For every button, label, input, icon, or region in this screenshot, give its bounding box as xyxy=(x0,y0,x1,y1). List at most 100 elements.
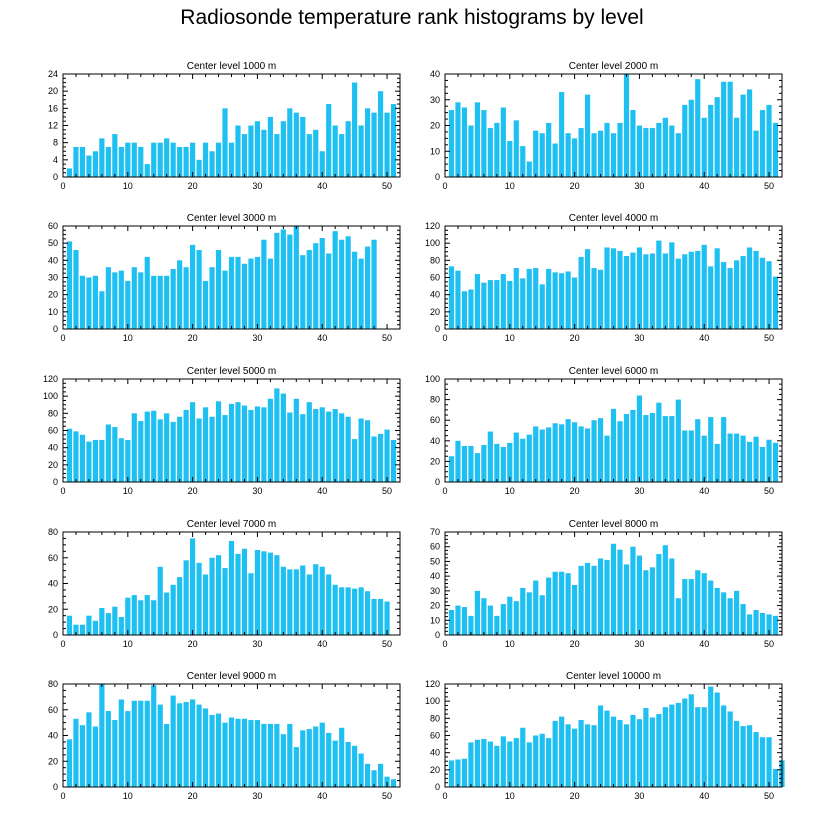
histogram-bar xyxy=(559,273,565,329)
histogram-bar xyxy=(345,416,351,482)
y-tick-label: 40 xyxy=(48,579,58,589)
histogram-bar xyxy=(390,779,397,787)
histogram-bar xyxy=(494,280,500,329)
histogram-bar xyxy=(319,407,325,482)
histogram-bar xyxy=(339,239,345,329)
histogram-bar xyxy=(79,146,86,177)
histogram-bar xyxy=(274,723,280,787)
histogram-bar xyxy=(591,133,597,177)
histogram-bar xyxy=(766,261,772,329)
histogram-bar xyxy=(513,738,519,787)
histogram-bar xyxy=(241,263,248,329)
histogram-bar xyxy=(766,737,772,787)
x-tick-label: 30 xyxy=(252,333,262,343)
histogram-bar xyxy=(267,258,273,329)
histogram-bar xyxy=(740,94,746,177)
histogram-bar xyxy=(190,244,196,329)
histogram-bar xyxy=(118,438,124,482)
x-tick-label: 40 xyxy=(699,791,709,801)
histogram-bar xyxy=(138,146,144,177)
histogram-panel: Center level 3000 m 0 10 20 30 40 50 0 10 20 30 40 5… xyxy=(48,213,401,343)
x-tick-label: 20 xyxy=(188,333,198,343)
histogram-bar xyxy=(552,720,558,787)
histogram-bar xyxy=(740,604,746,635)
histogram-bar xyxy=(118,270,124,329)
histogram-bar xyxy=(287,723,293,787)
x-tick-label: 0 xyxy=(442,333,447,343)
histogram-bar xyxy=(319,238,325,329)
x-tick-label: 40 xyxy=(699,486,709,496)
histogram-bar xyxy=(261,551,267,635)
x-tick-label: 10 xyxy=(505,333,515,343)
histogram-bar xyxy=(190,402,196,482)
histogram-bar xyxy=(73,250,79,329)
histogram-bar xyxy=(125,142,131,177)
histogram-bar xyxy=(461,107,468,177)
histogram-bar xyxy=(209,151,215,177)
histogram-bar xyxy=(92,726,98,787)
y-tick-label: 50 xyxy=(430,556,440,566)
histogram-bar xyxy=(481,738,487,787)
histogram-bar xyxy=(448,609,455,635)
histogram-bar xyxy=(675,702,681,787)
histogram-bar xyxy=(747,441,753,482)
histogram-bar xyxy=(643,415,649,482)
histogram-bar xyxy=(79,725,86,787)
y-tick-label: 60 xyxy=(430,542,440,552)
histogram-bar xyxy=(280,566,286,635)
histogram-bar xyxy=(623,724,630,787)
histogram-bar xyxy=(209,714,215,787)
panel-title: Center level 1000 m xyxy=(187,61,277,72)
histogram-bar xyxy=(623,414,630,482)
x-tick-label: 10 xyxy=(505,181,515,191)
histogram-bar xyxy=(721,592,727,635)
histogram-bar xyxy=(662,707,668,787)
y-tick-label: 0 xyxy=(435,477,440,487)
histogram-bar xyxy=(287,412,293,482)
histogram-bar xyxy=(254,121,261,177)
y-tick-label: 20 xyxy=(430,765,440,775)
histogram-bar xyxy=(79,275,86,329)
histogram-bar xyxy=(533,735,539,787)
histogram-bar xyxy=(248,258,254,329)
histogram-bar xyxy=(552,272,558,329)
histogram-bar xyxy=(300,255,306,329)
histogram-bar xyxy=(695,79,701,177)
x-tick-label: 50 xyxy=(764,639,774,649)
histogram-bar xyxy=(565,133,571,177)
histogram-bar xyxy=(584,562,591,635)
histogram-bar xyxy=(526,161,532,177)
histogram-bar xyxy=(597,418,604,482)
histogram-bar xyxy=(105,613,111,635)
histogram-bar xyxy=(183,560,189,635)
y-tick-label: 80 xyxy=(430,395,440,405)
histogram-bar xyxy=(319,566,325,635)
x-tick-label: 30 xyxy=(634,791,644,801)
histogram-bar xyxy=(254,720,261,787)
histogram-bar xyxy=(520,587,526,635)
histogram-bar xyxy=(177,260,183,329)
histogram-bar xyxy=(572,277,578,329)
y-tick-label: 20 xyxy=(48,604,58,614)
y-tick-label: 80 xyxy=(430,713,440,723)
histogram-bar xyxy=(649,717,655,787)
x-tick-label: 40 xyxy=(699,333,709,343)
histogram-bar xyxy=(222,270,228,329)
x-tick-label: 30 xyxy=(634,486,644,496)
histogram-bar xyxy=(196,159,202,177)
x-tick-label: 50 xyxy=(382,181,392,191)
y-tick-label: 30 xyxy=(430,586,440,596)
histogram-bar xyxy=(578,565,584,635)
histogram-bar xyxy=(610,133,617,177)
y-tick-label: 60 xyxy=(48,221,58,231)
x-tick-label: 10 xyxy=(505,791,515,801)
x-tick-label: 50 xyxy=(764,333,774,343)
histogram-bar xyxy=(747,247,753,329)
histogram-bar xyxy=(313,564,319,635)
histogram-bar xyxy=(92,275,98,329)
histogram-bar xyxy=(293,398,299,482)
x-tick-label: 50 xyxy=(382,486,392,496)
y-tick-label: 4 xyxy=(53,155,58,165)
histogram-bar xyxy=(228,717,235,787)
histogram-bar xyxy=(753,436,759,482)
